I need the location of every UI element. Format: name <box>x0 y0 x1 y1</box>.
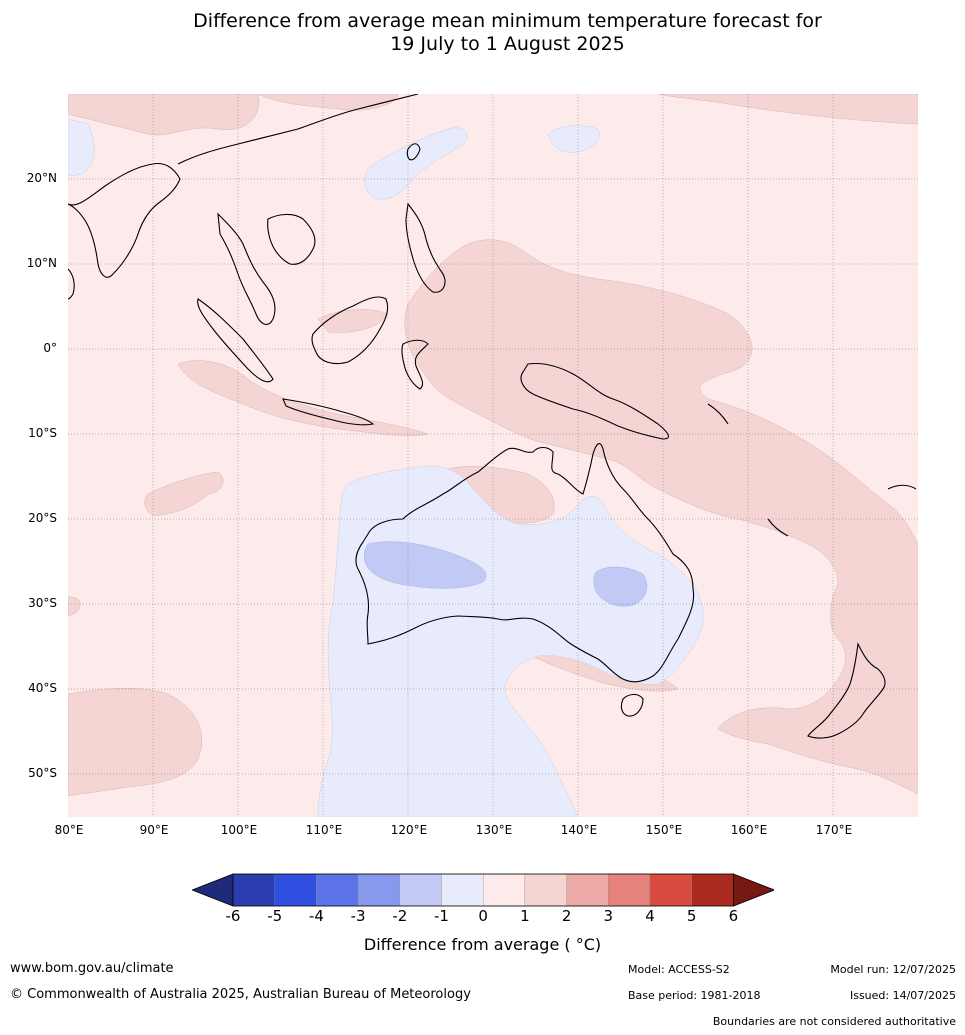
colorbar-segment <box>441 873 484 907</box>
colorbar-segment <box>274 873 317 907</box>
colorbar-segment <box>524 873 567 907</box>
lon-label-150e: 150°E <box>645 823 683 837</box>
graticule <box>68 94 918 817</box>
coastlines <box>68 94 917 739</box>
colorbar-segment <box>691 873 734 907</box>
colorbar-segment <box>316 873 359 907</box>
colorbar <box>192 873 774 907</box>
colorbar-segment <box>232 873 275 907</box>
base-period: Base period: 1981-2018 <box>628 989 761 1002</box>
lat-label-30s: 30°S <box>28 596 57 610</box>
colorbar-segment <box>566 873 609 907</box>
boundaries-disclaimer: Boundaries are not considered authoritat… <box>712 1015 956 1028</box>
colorbar-segment <box>357 873 400 907</box>
colorbar-tick-label: 3 <box>603 907 614 925</box>
lon-label-160e: 160°E <box>730 823 768 837</box>
copyright-text: © Commonwealth of Australia 2025, Austra… <box>10 987 471 1002</box>
colorbar-tick-label: -2 <box>392 907 408 925</box>
model-name: Model: ACCESS-S2 <box>628 963 730 976</box>
colorbar-tick-label: -1 <box>434 907 449 925</box>
lon-label-110e: 110°E <box>305 823 343 837</box>
map-frame <box>68 94 918 817</box>
colorbar-tick-label: 2 <box>561 907 572 925</box>
colorbar-segments <box>192 873 774 907</box>
colorbar-segment <box>649 873 692 907</box>
website-link[interactable]: www.bom.gov.au/climate <box>10 961 174 976</box>
lon-label-130e: 130°E <box>475 823 513 837</box>
colorbar-segment <box>483 873 526 907</box>
colorbar-tick-label: 4 <box>645 907 655 925</box>
forecast-map <box>68 94 918 817</box>
lat-label-50s: 50°S <box>28 766 57 780</box>
colorbar-tick-label: -6 <box>225 907 241 925</box>
colorbar-tick-label: 5 <box>686 907 697 925</box>
title-line-1: Difference from average mean minimum tem… <box>193 10 822 32</box>
colorbar-tick-label: 6 <box>728 907 739 925</box>
lon-label-80e: 80°E <box>54 823 84 837</box>
model-run-date: Model run: 12/07/2025 <box>830 963 956 976</box>
map-canvas <box>68 94 918 817</box>
colorbar-tick-label: -3 <box>350 907 366 925</box>
colorbar-tick-label: -4 <box>308 907 324 925</box>
lon-label-120e: 120°E <box>390 823 428 837</box>
chart-title: Difference from average mean minimum tem… <box>0 10 965 56</box>
lat-label-20n: 20°N <box>26 171 57 185</box>
lat-label-10s: 10°S <box>28 426 57 440</box>
colorbar-tick-label: 1 <box>520 907 530 925</box>
colorbar-arrow-left <box>192 873 234 907</box>
colorbar-segment <box>399 873 442 907</box>
colorbar-arrow-right <box>733 873 774 907</box>
lat-label-10n: 10°N <box>26 256 57 270</box>
lat-label-40s: 40°S <box>28 681 57 695</box>
title-line-2: 19 July to 1 August 2025 <box>390 33 625 55</box>
issued-date: Issued: 14/07/2025 <box>849 989 956 1002</box>
lon-label-170e: 170°E <box>815 823 853 837</box>
colorbar-label: Difference from average ( °C) <box>363 935 602 954</box>
lon-label-100e: 100°E <box>220 823 258 837</box>
anomaly-minus-2-to-minus-1-areas <box>363 541 648 607</box>
lat-label-20s: 20°S <box>28 511 57 525</box>
colorbar-segment <box>608 873 651 907</box>
colorbar-tick-label: 0 <box>478 907 488 925</box>
lon-label-140e: 140°E <box>560 823 598 837</box>
lat-label-0: 0° <box>43 341 57 355</box>
lon-label-90e: 90°E <box>139 823 169 837</box>
colorbar-tick-label: -5 <box>267 907 283 925</box>
